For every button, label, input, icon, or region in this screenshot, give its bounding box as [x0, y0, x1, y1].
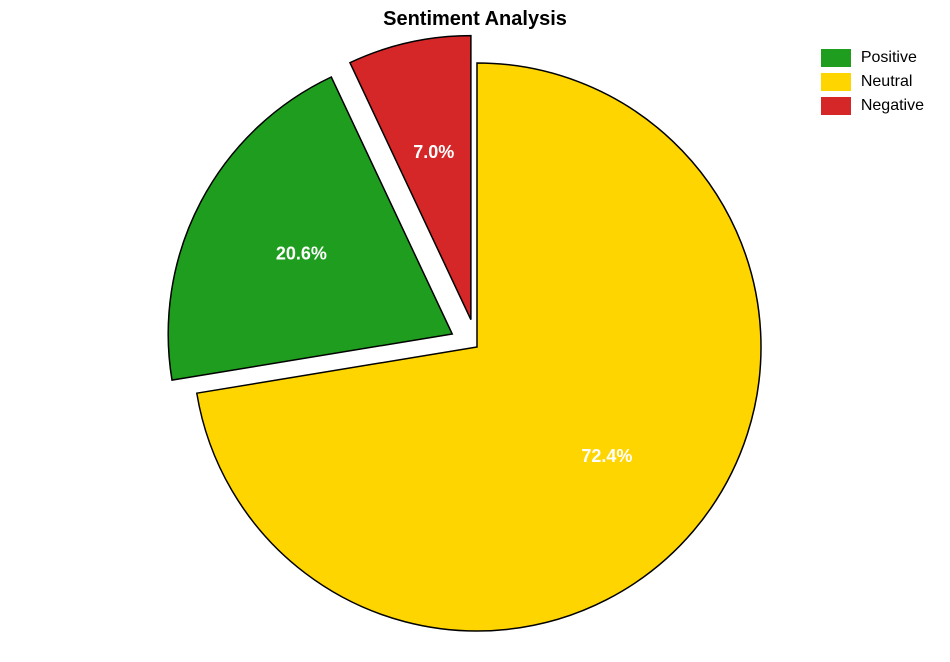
legend-item-neutral: Neutral: [821, 72, 924, 92]
legend-swatch-positive: [821, 49, 851, 67]
legend-item-positive: Positive: [821, 48, 924, 68]
legend-swatch-neutral: [821, 73, 851, 91]
pie-label-positive: 20.6%: [276, 243, 327, 263]
legend-item-negative: Negative: [821, 96, 924, 116]
legend-label-positive: Positive: [861, 49, 917, 67]
chart-container: Sentiment Analysis 72.4%20.6%7.0% Positi…: [0, 0, 950, 662]
pie-chart: 72.4% 20.6% 7.0%: [0, 0, 950, 662]
legend-swatch-negative: [821, 97, 851, 115]
legend-label-negative: Negative: [861, 97, 924, 115]
pie-label-neutral: 72.4%: [581, 446, 632, 466]
legend-label-neutral: Neutral: [861, 73, 913, 91]
legend: Positive Neutral Negative: [821, 48, 924, 120]
pie-label-negative: 7.0%: [413, 142, 454, 162]
